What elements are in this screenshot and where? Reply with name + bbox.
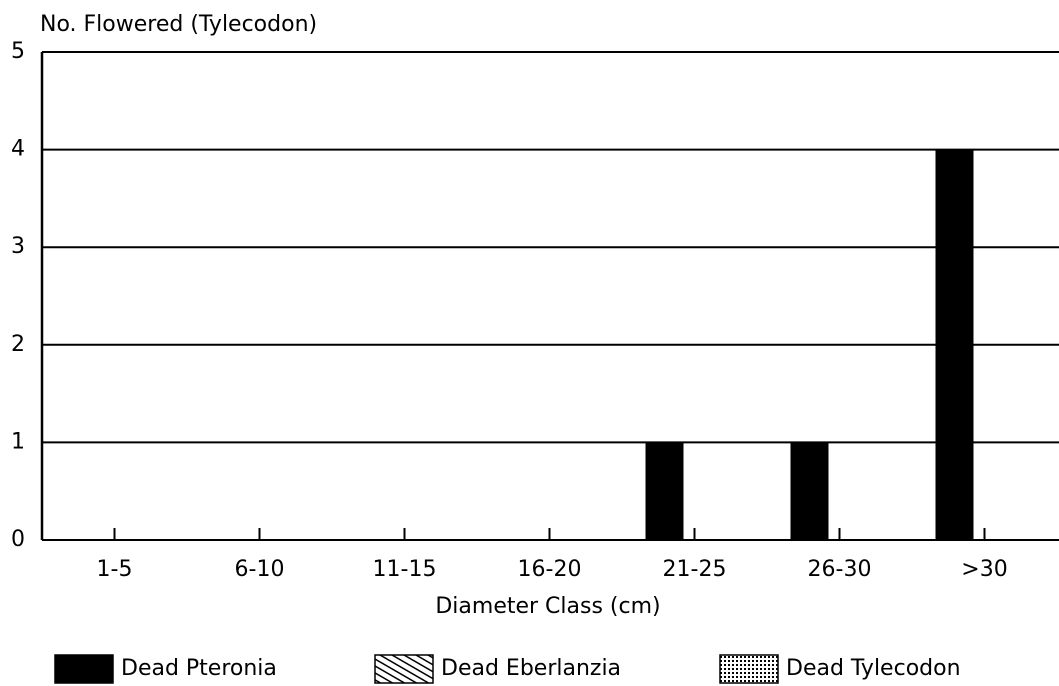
x-tick-label: 6-10 (235, 557, 285, 582)
legend-label: Dead Tylecodon (786, 656, 961, 681)
legend-label: Dead Pteronia (121, 656, 277, 681)
x-tick-label: 16-20 (518, 557, 582, 582)
x-tick-label: 11-15 (373, 557, 437, 582)
bar (790, 442, 829, 540)
y-tick-label: 1 (11, 429, 25, 454)
x-tick-label: 26-30 (808, 557, 872, 582)
bar (935, 149, 974, 540)
x-tick-label: >30 (961, 557, 1007, 582)
x-tick-label: 21-25 (663, 557, 727, 582)
y-tick-label: 0 (11, 527, 25, 552)
chart-title: No. Flowered (Tylecodon) (40, 12, 317, 37)
x-axis-label: Diameter Class (cm) (435, 594, 660, 619)
legend-swatch (374, 654, 434, 684)
x-tick-label: 1-5 (97, 557, 133, 582)
bar (645, 442, 684, 540)
y-tick-label: 3 (11, 234, 25, 259)
legend-swatch (54, 654, 114, 684)
legend-swatch (719, 654, 779, 684)
legend-label: Dead Eberlanzia (441, 656, 621, 681)
y-tick-label: 5 (11, 39, 25, 64)
y-tick-label: 4 (11, 137, 25, 162)
y-tick-label: 2 (11, 332, 25, 357)
